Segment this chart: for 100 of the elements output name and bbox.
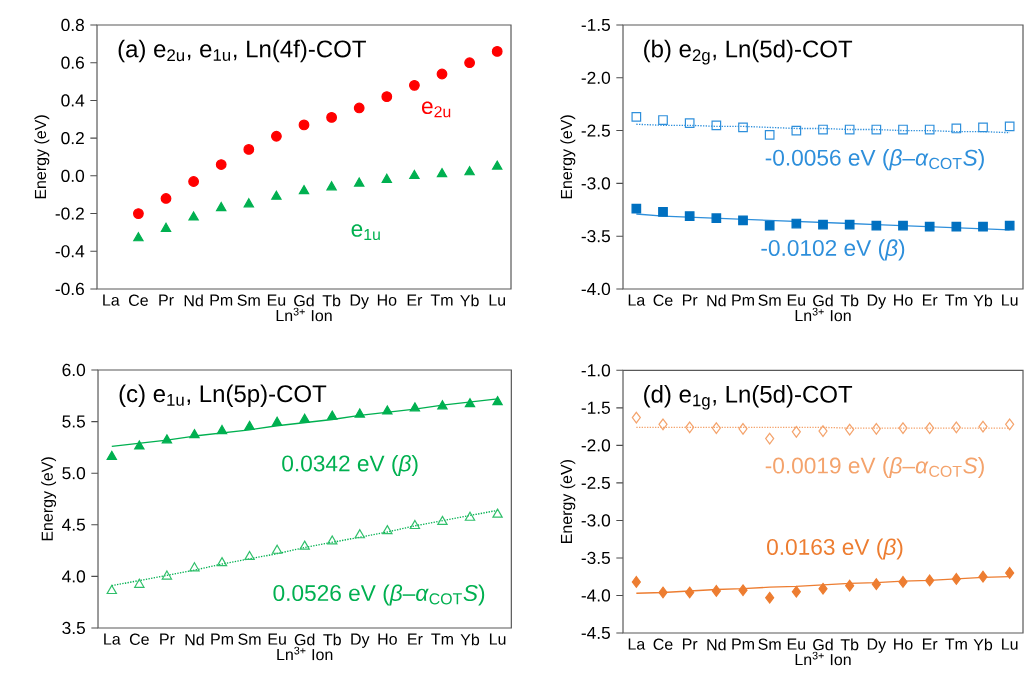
y-tick-label: 0.0 — [61, 169, 85, 182]
text: (d) e$_{1g}$, Ln(5d)-COT — [644, 385, 853, 410]
point — [244, 420, 255, 431]
x-tick-label: Sm — [237, 294, 260, 306]
point — [658, 586, 668, 599]
point — [327, 535, 338, 545]
point — [738, 584, 748, 597]
point — [244, 550, 255, 561]
point — [353, 102, 365, 114]
x-tick-label: Pr — [160, 633, 175, 645]
point — [924, 221, 935, 232]
series-label: -0.0019 eV (β–α$_{COT}$S) — [765, 456, 984, 479]
point — [161, 434, 173, 444]
x-tick-label: Ce — [129, 633, 149, 645]
point — [925, 422, 935, 435]
x-tick-label: Dy — [867, 638, 887, 653]
point — [271, 130, 282, 142]
x-tick-label: Gd — [813, 294, 833, 307]
point — [844, 219, 855, 230]
y-tick-label: 4.0 — [62, 570, 86, 583]
point — [437, 400, 448, 410]
point — [898, 422, 908, 435]
point — [409, 79, 420, 91]
x-tick-label: Tb — [840, 294, 859, 307]
x-tick-label: Er — [407, 294, 423, 306]
x-tick-label: Pr — [682, 294, 698, 306]
y-tick-label: -2.0 — [581, 439, 611, 452]
y-axis-title: Energy (eV) — [34, 115, 50, 199]
x-tick-label: Tm — [945, 294, 967, 306]
y-tick-label: -2.0 — [581, 71, 611, 84]
series-label: e$_{2u}$ — [421, 101, 451, 118]
y-tick-label: 4.5 — [62, 518, 86, 531]
point — [243, 198, 255, 208]
y-tick-label: -3.5 — [581, 551, 611, 565]
y-axis-title: Energy (eV) — [560, 115, 576, 199]
point — [631, 112, 642, 122]
x-tick-label: Nd — [184, 294, 203, 307]
x-tick-label: La — [628, 638, 646, 650]
x-tick-label: La — [628, 294, 646, 306]
point — [951, 421, 961, 434]
x-tick-label: Tm — [430, 294, 453, 306]
y-tick-label: -1.0 — [581, 364, 611, 377]
point — [327, 410, 338, 420]
x-tick-label: Yb — [973, 638, 993, 651]
point — [491, 45, 503, 57]
y-tick-label: -4.5 — [581, 626, 611, 640]
point — [738, 122, 748, 133]
x-tick-label: Yb — [460, 633, 480, 646]
y-tick-label: 5.5 — [62, 415, 86, 428]
x-tick-label: Ho — [378, 633, 397, 645]
x-tick-label: Ho — [894, 638, 913, 650]
x-tick-label: Nd — [185, 633, 204, 646]
y-axis-title: Energy (eV) — [560, 459, 576, 544]
x-tick-label: Tm — [431, 633, 453, 645]
point — [106, 450, 118, 460]
series-label: 0.0163 eV (β) — [767, 538, 903, 560]
x-axis-title: Ln$^{3+}$ Ion — [277, 646, 333, 661]
point — [711, 585, 721, 597]
point — [818, 425, 828, 438]
x-axis-title: Ln$^{3+}$ Ion — [276, 307, 332, 322]
point — [133, 208, 144, 219]
series-label: e$_{1u}$ — [351, 224, 380, 241]
point — [711, 422, 721, 435]
point — [299, 540, 310, 550]
series-label: -0.0056 eV (β–α$_{COT}$S) — [765, 149, 984, 171]
x-tick-label: Yb — [973, 294, 993, 307]
y-axis-title: Energy (eV) — [41, 457, 57, 541]
point — [978, 420, 988, 433]
x-tick-label: Gd — [294, 633, 315, 646]
point — [215, 201, 227, 212]
point — [951, 573, 961, 585]
point — [818, 124, 828, 135]
point — [243, 144, 255, 155]
point — [409, 519, 421, 530]
point — [464, 398, 476, 408]
point — [464, 166, 475, 176]
y-tick-label: -0.4 — [55, 245, 85, 258]
point — [161, 570, 173, 580]
point — [106, 584, 118, 595]
x-tick-label: Er — [922, 638, 938, 650]
y-tick-label: -3.0 — [581, 177, 611, 190]
y-tick-label: 5.0 — [62, 467, 86, 480]
point — [160, 222, 172, 232]
y-tick-label: 6.0 — [62, 363, 86, 377]
point — [684, 211, 695, 221]
x-tick-label: Er — [408, 633, 423, 645]
point — [898, 124, 908, 135]
point — [134, 440, 145, 450]
point — [464, 511, 476, 521]
x-tick-label: Gd — [294, 294, 314, 307]
point — [354, 408, 365, 418]
point — [436, 168, 448, 178]
point — [1004, 220, 1015, 231]
point — [791, 125, 802, 136]
point — [189, 429, 200, 439]
y-tick-label: 0.2 — [61, 131, 84, 145]
x-tick-label: La — [104, 633, 121, 645]
x-tick-label: Lu — [489, 294, 506, 306]
point — [764, 220, 775, 231]
y-tick-label: -4.0 — [581, 282, 611, 296]
